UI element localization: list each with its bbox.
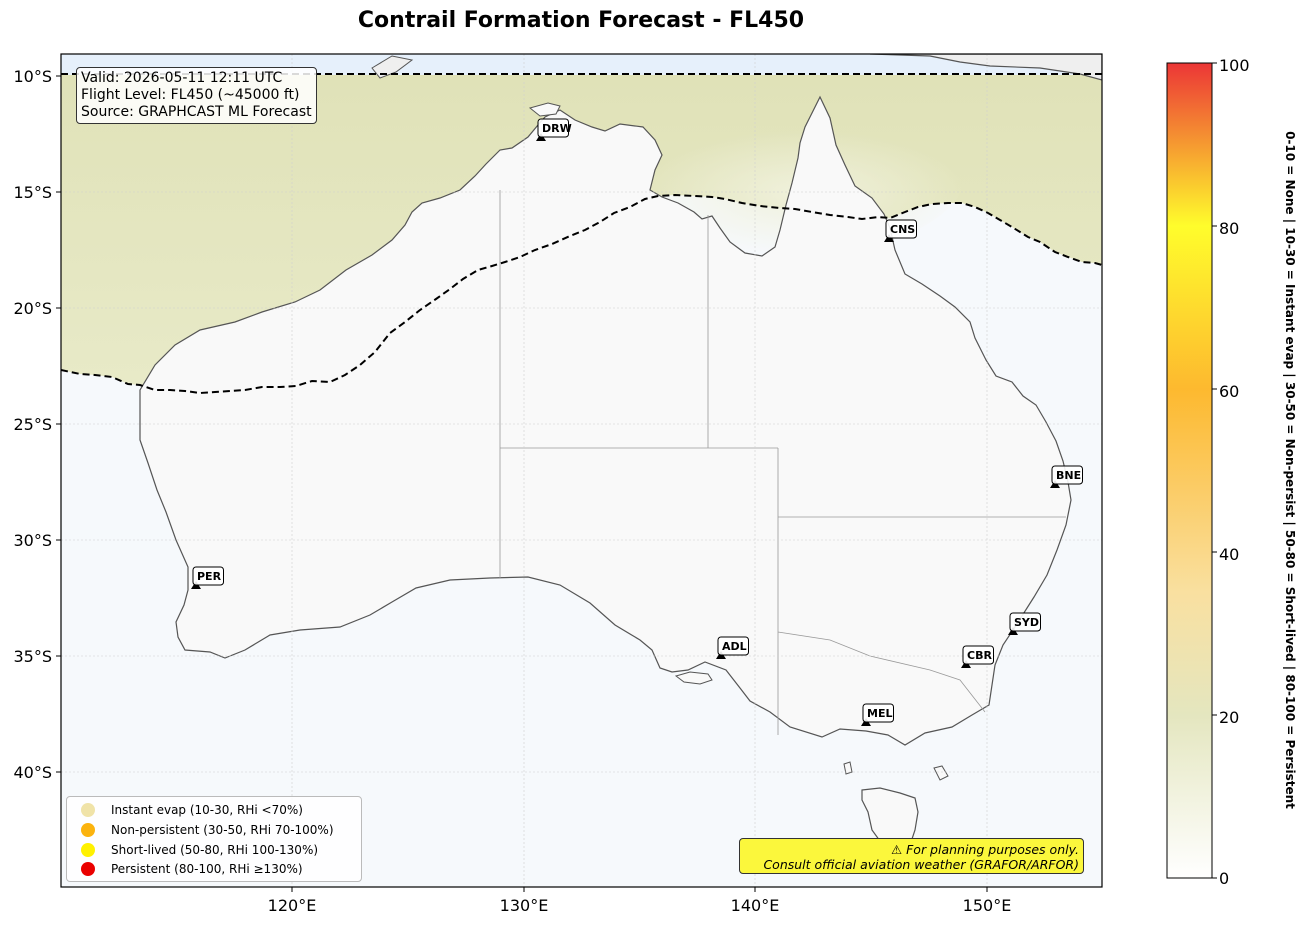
melville-island <box>528 102 561 117</box>
legend-label: Instant evap (10-30, RHi <70%) <box>111 803 303 817</box>
lat-label: 40°S <box>13 763 52 782</box>
city-label: CNS <box>890 223 915 236</box>
city-label: SYD <box>1014 616 1039 629</box>
city-marker-bne: BNE <box>1050 465 1083 488</box>
latitude-ticks <box>56 75 61 773</box>
city-label-box <box>192 566 224 586</box>
legend-item: Instant evap (10-30, RHi <70%) <box>81 800 303 820</box>
city-label: BNE <box>1056 469 1081 482</box>
city-label: CBR <box>967 649 992 662</box>
city-marker-cns: CNS <box>884 219 917 242</box>
northern-edge-band <box>61 54 1102 75</box>
city-marker-cbr: CBR <box>961 645 994 668</box>
legend-item: Short-lived (50-80, RHi 100-130%) <box>81 840 318 860</box>
city-marker-drw: DRW <box>536 118 572 141</box>
valid-time: Valid: 2026-05-11 12:11 UTC <box>81 70 283 86</box>
new-guinea-coast <box>869 54 1102 81</box>
city-label-box <box>1051 465 1083 485</box>
lat-label: 15°S <box>13 183 52 202</box>
kangaroo-island <box>674 671 713 685</box>
city-marker-mel: MEL <box>861 703 894 726</box>
city-label-box <box>885 219 917 239</box>
planning-warning: ⚠ For planning purposes only. Consult of… <box>739 838 1084 874</box>
city-markers: DRW CNS BNE PER SYD ADL CBR MEL <box>191 118 1083 726</box>
legend-item: Non-persistent (30-50, RHi 70-100%) <box>81 820 334 840</box>
king-island <box>843 761 853 775</box>
colorbar-tick-label: 40 <box>1219 545 1240 564</box>
legend-label: Short-lived (50-80, RHi 100-130%) <box>111 843 319 857</box>
colorbar-tick-label: 80 <box>1219 219 1240 238</box>
longitude-labels: 120°E 130°E 140°E 150°E <box>268 896 1012 915</box>
gridlines <box>61 54 1102 887</box>
legend: Instant evap (10-30, RHi <70%) Non-persi… <box>66 796 362 882</box>
colorbar-tick-label: 0 <box>1219 869 1230 888</box>
legend-swatch <box>81 823 95 837</box>
legend-label: Non-persistent (30-50, RHi 70-100%) <box>111 823 334 837</box>
lon-label: 130°E <box>500 896 549 915</box>
city-label-box <box>537 118 569 138</box>
map-frame <box>60 53 1103 888</box>
city-marker-adl: ADL <box>716 636 749 659</box>
legend-swatch <box>81 862 95 876</box>
city-label: PER <box>197 570 222 583</box>
city-label-box <box>1009 612 1041 632</box>
warning-line-2: Consult official aviation weather (GRAFO… <box>763 857 1079 872</box>
forecast-info-box: Valid: 2026-05-11 12:11 UTC Flight Level… <box>76 67 317 124</box>
city-marker-syd: SYD <box>1008 612 1041 635</box>
lon-label: 140°E <box>731 896 780 915</box>
colorbar-tick-label: 100 <box>1219 56 1250 75</box>
southern-dashed-contour <box>61 193 1102 395</box>
colorbar-title: 0-10 = None | 10-30 = Instant evap | 30-… <box>1283 131 1297 809</box>
colorbar-tick-label: 60 <box>1219 382 1240 401</box>
flight-level: Flight Level: FL450 (~45000 ft) <box>81 87 300 103</box>
city-label: MEL <box>867 707 892 720</box>
forecast-source: Source: GRAPHCAST ML Forecast <box>81 104 312 120</box>
lat-label: 25°S <box>13 415 52 434</box>
city-label: DRW <box>542 122 572 135</box>
flinders-island <box>933 765 949 781</box>
legend-swatch <box>81 803 95 817</box>
chart-title: Contrail Formation Forecast - FL450 <box>357 8 805 33</box>
state-borders <box>499 190 1066 735</box>
latitude-labels: 10°S 15°S 20°S 25°S 30°S 35°S 40°S <box>13 67 52 782</box>
city-label-box <box>862 703 894 723</box>
lat-label: 10°S <box>13 67 52 86</box>
lon-label: 120°E <box>268 896 317 915</box>
colorbar-tick-label: 20 <box>1219 708 1240 727</box>
legend-item: Persistent (80-100, RHi ≥130%) <box>81 859 303 879</box>
warning-line-1: ⚠ For planning purposes only. <box>891 842 1079 857</box>
nw-islands <box>371 55 414 79</box>
lat-label: 20°S <box>13 299 52 318</box>
city-label-box <box>962 645 994 665</box>
city-label-box <box>717 636 749 656</box>
legend-swatch <box>81 843 95 857</box>
longitude-ticks <box>291 887 988 892</box>
lat-label: 35°S <box>13 647 52 666</box>
colorbar-ticks <box>1212 62 1217 879</box>
legend-label: Persistent (80-100, RHi ≥130%) <box>111 862 303 876</box>
lat-label: 30°S <box>13 531 52 550</box>
city-marker-per: PER <box>191 566 224 589</box>
lon-label: 150°E <box>963 896 1012 915</box>
colorbar <box>1166 62 1213 879</box>
city-label: ADL <box>722 640 747 653</box>
